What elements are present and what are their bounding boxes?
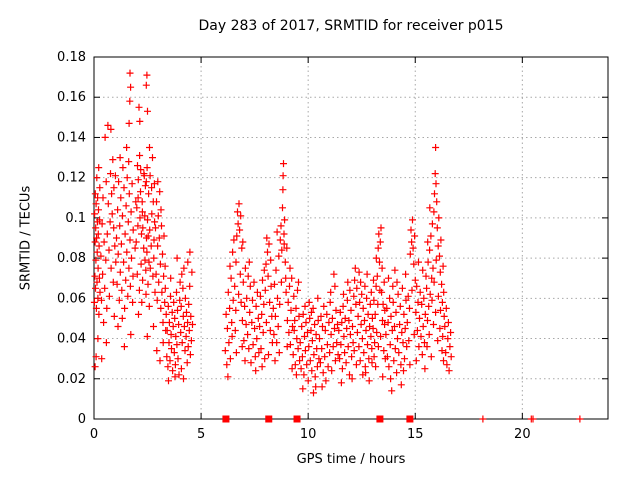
y-tick-label: 0.04 xyxy=(57,332,86,347)
tick-labels: 0 5 10 15 20 0 0.02 0.04 0.06 0.08 0.1 0.12 0.14 0.16… xyxy=(57,50,531,442)
x-tick-label: 10 xyxy=(300,427,317,442)
zero-value-clusters xyxy=(222,415,414,423)
x-axis-label: GPS time / hours xyxy=(296,452,406,467)
y-tick-label: 0.1 xyxy=(65,211,86,226)
y-tick-label: 0.06 xyxy=(57,291,86,306)
axis-ticks xyxy=(93,56,608,420)
y-tick-label: 0 xyxy=(78,412,86,427)
y-axis-label: SRMTID / TECUs xyxy=(18,185,34,291)
chart-title: Day 283 of 2017, SRMTID for receiver p01… xyxy=(198,18,504,34)
y-tick-label: 0.18 xyxy=(57,50,86,65)
y-tick-label: 0.16 xyxy=(57,90,86,105)
x-tick-label: 15 xyxy=(407,427,424,442)
x-tick-label: 20 xyxy=(514,427,531,442)
y-tick-label: 0.12 xyxy=(57,171,86,186)
data-points xyxy=(90,69,584,423)
x-tick-label: 0 xyxy=(90,427,98,442)
x-tick-label: 5 xyxy=(197,427,205,442)
plot-frame xyxy=(93,56,609,420)
grid-lines xyxy=(94,57,608,419)
y-tick-label: 0.14 xyxy=(57,130,86,145)
y-tick-label: 0.08 xyxy=(57,251,86,266)
y-tick-label: 0.02 xyxy=(57,372,86,387)
